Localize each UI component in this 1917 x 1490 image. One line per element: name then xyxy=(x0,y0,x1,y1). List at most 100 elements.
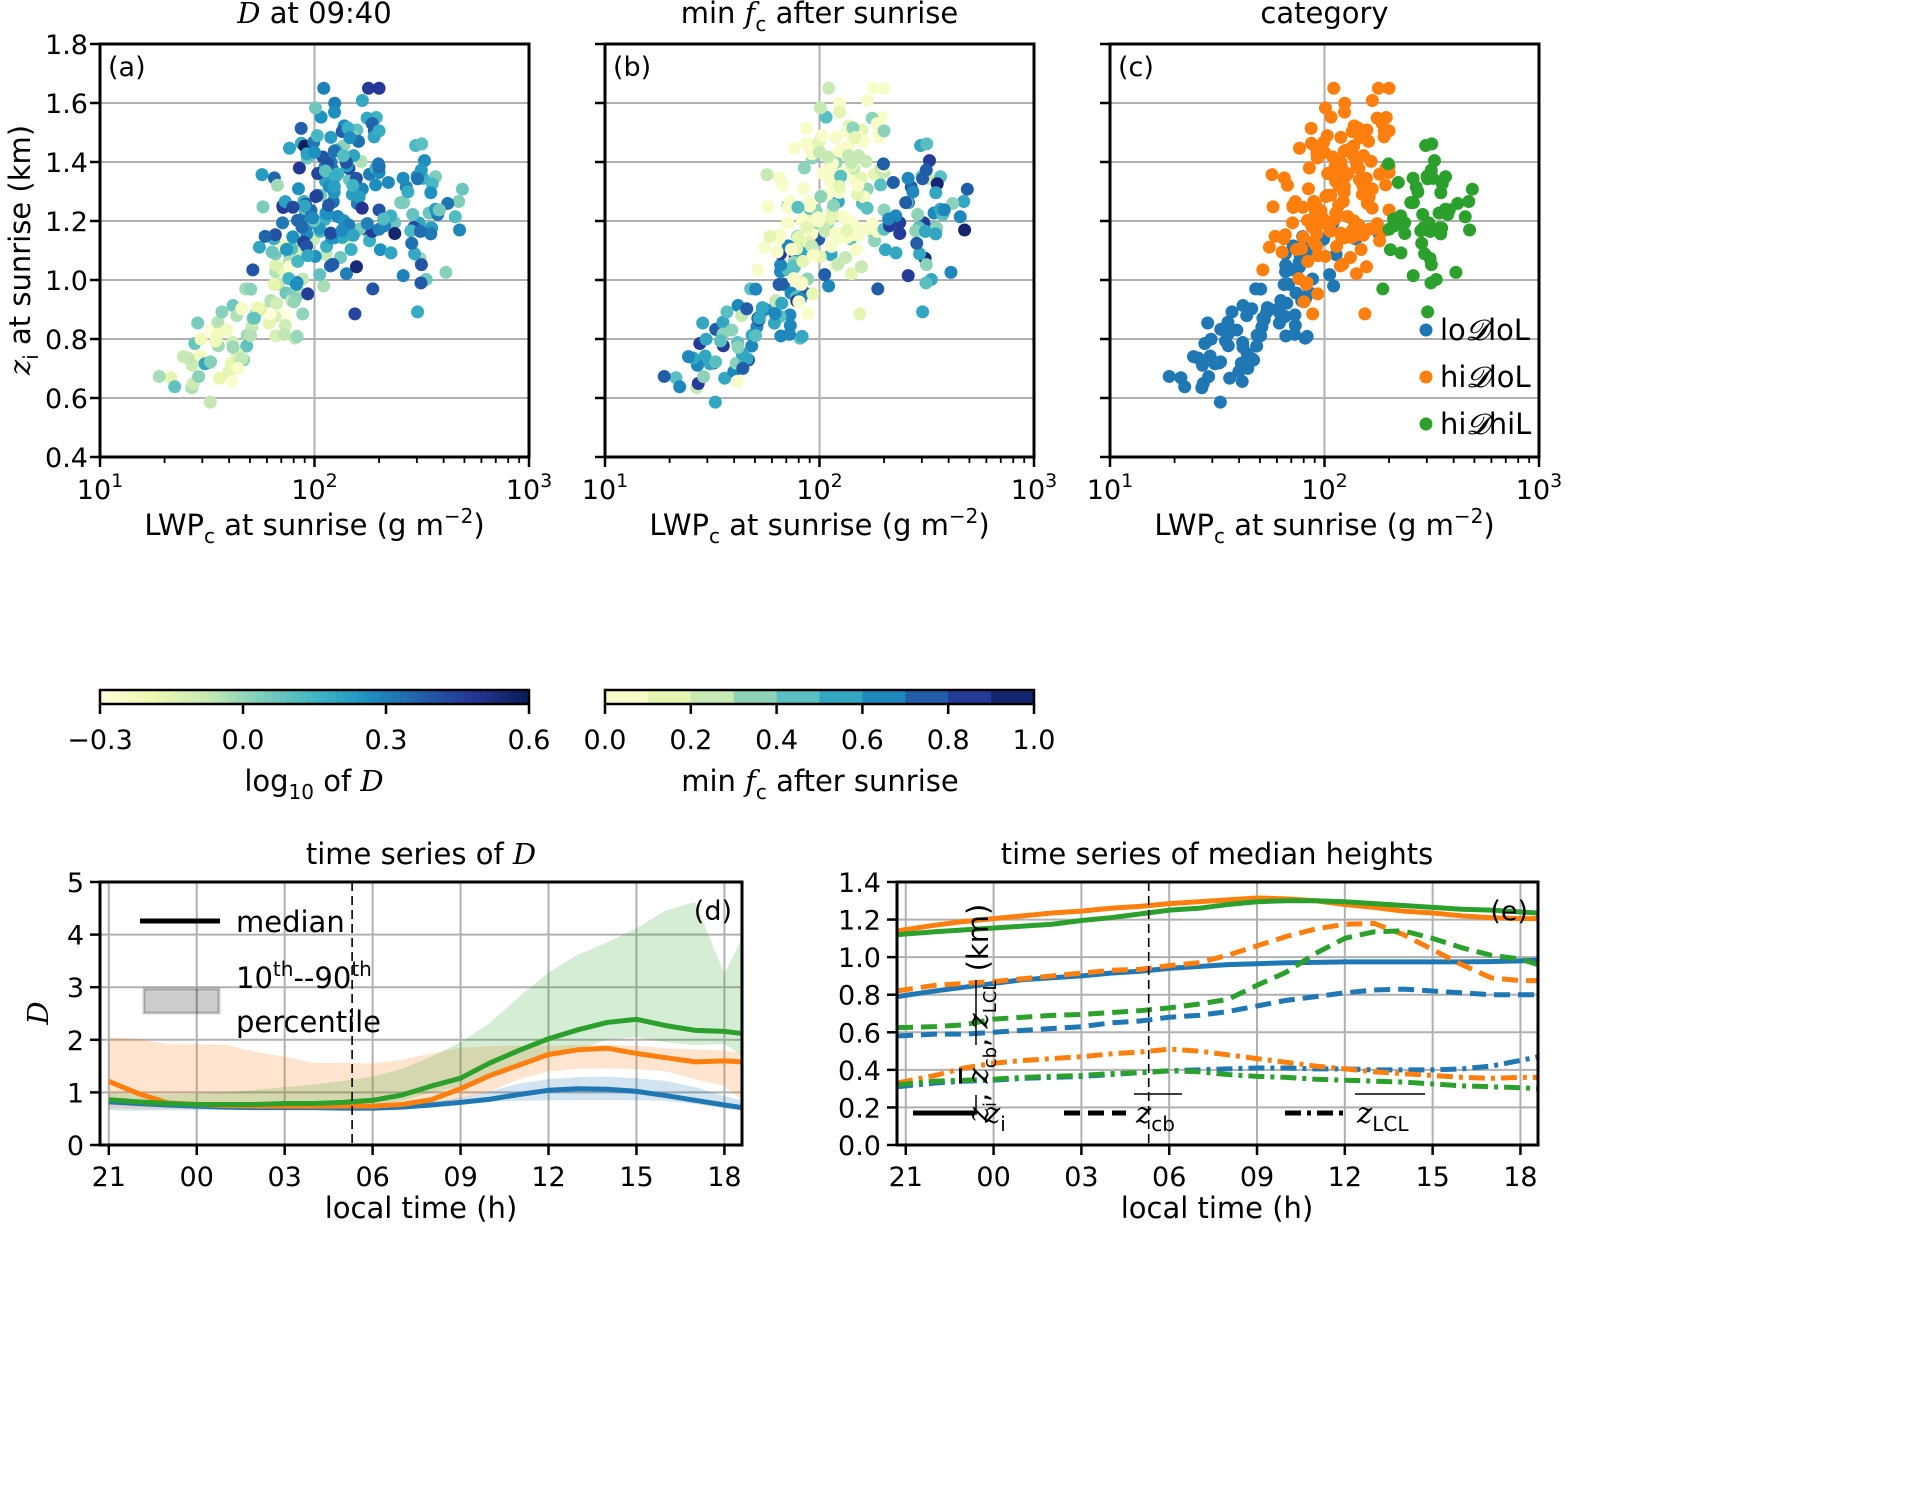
scatter-point xyxy=(1421,172,1435,186)
colorbar-segment xyxy=(521,690,530,704)
scatter-point xyxy=(300,239,314,253)
scatter-point xyxy=(910,236,924,250)
scatter-point xyxy=(414,258,428,272)
scatter-point xyxy=(718,371,732,385)
scatter-point xyxy=(911,207,925,221)
scatter-point xyxy=(1292,141,1306,155)
scatter-point xyxy=(1277,278,1291,292)
scatter-point xyxy=(831,257,845,271)
x-tick-label: 06 xyxy=(1152,1162,1186,1193)
colorbar-segment xyxy=(121,690,130,704)
scatter-point xyxy=(296,307,310,321)
scatter-point xyxy=(1323,268,1337,282)
y-tick-label: 1.4 xyxy=(45,148,88,179)
scatter-point xyxy=(1278,228,1292,242)
scatter-point xyxy=(829,130,843,144)
scatter-point xyxy=(250,301,264,315)
scatter-point xyxy=(1338,105,1352,119)
colorbar-segment xyxy=(207,690,215,704)
colorbar-segment xyxy=(357,690,366,704)
colorbar-segment xyxy=(948,690,992,704)
colorbar-label: log10 of D xyxy=(244,764,383,804)
colorbar-segment xyxy=(307,690,316,704)
scatter-point xyxy=(1302,161,1316,175)
colorbar-segment xyxy=(293,690,301,704)
scatter-point xyxy=(192,370,206,384)
colorbar-segment xyxy=(776,690,821,704)
scatter-point xyxy=(783,308,797,322)
scatter-point xyxy=(225,374,239,388)
scatter-point xyxy=(787,141,801,155)
scatter-point xyxy=(960,182,974,196)
scatter-point xyxy=(1359,260,1373,274)
scatter-point xyxy=(681,350,695,364)
scatter-point xyxy=(865,217,879,231)
colorbar-tick-label: 0.4 xyxy=(755,725,798,756)
median-line-hiDhiL xyxy=(108,1016,742,1107)
x-tick-label: 101 xyxy=(77,470,123,506)
colorbar-segment xyxy=(278,690,287,704)
colorbar-segment xyxy=(335,690,344,704)
panel-title: D at 09:40 xyxy=(236,0,391,30)
scatter-point xyxy=(291,182,305,196)
colorbar-segment xyxy=(690,690,735,704)
scatter-point xyxy=(307,145,321,159)
y-tick-label: 0.6 xyxy=(45,384,88,415)
scatter-point xyxy=(1465,182,1479,196)
scatter-point xyxy=(697,370,711,384)
scatter-point xyxy=(405,236,419,250)
colorbar-segment xyxy=(443,690,451,704)
scatter-point xyxy=(886,175,900,189)
scatter-point xyxy=(768,307,782,321)
scatter-point xyxy=(322,198,336,212)
scatter-point xyxy=(1178,380,1192,394)
scatter-point xyxy=(294,121,308,135)
colorbar-segment xyxy=(436,690,444,704)
colorbar-segment xyxy=(171,690,180,704)
y-tick-label: 0.6 xyxy=(838,1018,881,1049)
scatter-point xyxy=(1204,332,1218,346)
scatter-point xyxy=(1382,124,1396,138)
scatter-point xyxy=(803,199,817,213)
scatter-point xyxy=(381,175,395,189)
scatter-point xyxy=(731,340,745,354)
scatter-point xyxy=(1327,279,1341,293)
scatter-point xyxy=(306,211,320,225)
scatter-point xyxy=(774,258,788,272)
y-tick-label: 1.8 xyxy=(45,30,88,61)
scatter-point xyxy=(341,121,355,135)
legend-marker-hiDloL xyxy=(1419,370,1433,384)
y-tick-label: 1.6 xyxy=(45,89,88,120)
scatter-point xyxy=(290,329,304,343)
colorbar-segment xyxy=(214,690,223,704)
colorbar-segment xyxy=(350,690,358,704)
scatter-point xyxy=(1336,257,1350,271)
colorbar-tick-label: 0.0 xyxy=(584,725,627,756)
colorbar-segment xyxy=(285,690,294,704)
y-tick-label: 3 xyxy=(67,973,84,1004)
panel-label: (d) xyxy=(694,896,732,927)
scatter-point xyxy=(276,216,290,230)
scatter-point xyxy=(822,81,836,95)
scatter-point xyxy=(767,316,781,330)
scatter-point xyxy=(1287,327,1301,341)
scatter-point xyxy=(1339,169,1353,183)
scatter-point xyxy=(1423,224,1437,238)
colorbar-tick-label: 1.0 xyxy=(1013,725,1056,756)
colorbar-tick-label: −0.3 xyxy=(67,725,133,756)
zlcl-line-hiDhiL xyxy=(897,1068,1538,1092)
scatter-point xyxy=(937,203,951,217)
scatter-point xyxy=(1288,308,1302,322)
scatter-points xyxy=(657,81,974,409)
zcb-line-hiDhiL xyxy=(897,928,1538,1031)
scatter-point xyxy=(909,224,923,238)
scatter-point xyxy=(411,305,425,319)
scatter-point xyxy=(834,169,848,183)
colorbar-segment xyxy=(128,690,137,704)
scatter-point xyxy=(1213,395,1227,409)
colorbar-segment xyxy=(733,690,778,704)
scatter-point xyxy=(191,316,205,330)
scatter-point xyxy=(327,179,341,193)
scatter-point xyxy=(752,311,766,325)
scatter-point xyxy=(827,198,841,212)
